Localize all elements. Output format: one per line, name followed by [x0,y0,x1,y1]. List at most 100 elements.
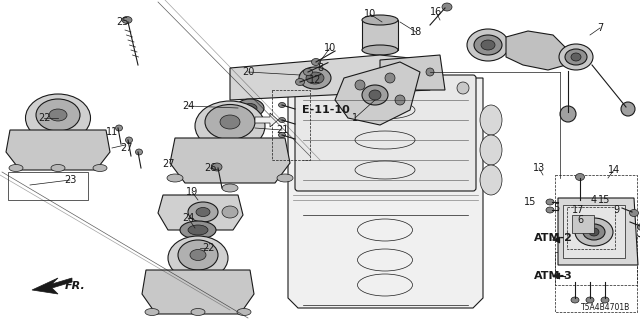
Ellipse shape [188,202,218,222]
Circle shape [302,82,314,94]
Ellipse shape [190,250,206,260]
Polygon shape [558,198,638,265]
Ellipse shape [36,99,80,131]
Circle shape [426,68,434,76]
Text: 10: 10 [324,43,336,53]
Bar [555,175,637,285]
Ellipse shape [575,173,584,180]
Text: 20: 20 [242,67,254,77]
Text: 24: 24 [182,213,194,223]
Text: 6: 6 [577,215,583,225]
Polygon shape [335,62,420,125]
Ellipse shape [278,102,285,108]
Bar [567,207,615,249]
Polygon shape [506,31,568,70]
Circle shape [395,95,405,105]
Ellipse shape [243,103,257,113]
Ellipse shape [237,308,251,316]
Ellipse shape [115,125,122,131]
Ellipse shape [601,297,609,303]
Polygon shape [255,113,278,127]
Ellipse shape [212,163,222,171]
Polygon shape [170,138,290,183]
Circle shape [457,82,469,94]
Circle shape [560,106,576,122]
Text: 17: 17 [572,205,584,215]
Text: T5A4B4701B: T5A4B4701B [580,303,630,312]
Ellipse shape [167,174,183,182]
Text: 19: 19 [186,187,198,197]
Ellipse shape [480,135,502,165]
Ellipse shape [122,17,132,23]
Ellipse shape [559,44,593,70]
Text: 14: 14 [608,165,620,175]
Ellipse shape [278,132,285,138]
Text: 26: 26 [204,163,216,173]
Ellipse shape [546,199,554,205]
Text: 25: 25 [116,17,128,27]
Ellipse shape [589,228,599,236]
Text: 16: 16 [430,7,442,17]
Circle shape [386,68,394,76]
Ellipse shape [442,3,452,11]
Text: 18: 18 [410,27,422,37]
Ellipse shape [474,35,502,55]
FancyBboxPatch shape [295,75,476,191]
Text: 1: 1 [352,113,358,123]
Ellipse shape [306,72,324,84]
Text: 9: 9 [613,205,619,215]
Text: E-11-10: E-11-10 [302,105,349,115]
Ellipse shape [546,207,554,213]
Ellipse shape [9,164,23,172]
Ellipse shape [220,115,240,129]
Ellipse shape [191,308,205,316]
Text: 24: 24 [182,101,194,111]
Bar [362,20,398,50]
Ellipse shape [178,240,218,270]
Text: 15: 15 [598,195,610,205]
Ellipse shape [136,149,143,155]
Text: 8: 8 [317,63,323,73]
Ellipse shape [205,105,255,140]
Ellipse shape [630,210,639,217]
Ellipse shape [180,221,216,239]
Ellipse shape [565,49,587,65]
Polygon shape [142,270,254,314]
Text: 27: 27 [120,143,132,153]
Ellipse shape [362,45,398,55]
Ellipse shape [196,207,210,217]
Polygon shape [380,55,445,90]
Bar [572,215,594,233]
Ellipse shape [93,164,107,172]
Text: FR.: FR. [65,281,86,291]
Ellipse shape [303,68,312,76]
Ellipse shape [312,59,321,66]
Circle shape [385,73,395,83]
Text: 23: 23 [64,175,76,185]
Ellipse shape [49,109,67,121]
Ellipse shape [362,15,398,25]
Ellipse shape [51,164,65,172]
Ellipse shape [362,85,388,105]
Circle shape [621,102,635,116]
Text: 4: 4 [591,195,597,205]
Ellipse shape [369,90,381,100]
Ellipse shape [586,297,594,303]
Text: 11: 11 [106,127,118,137]
Polygon shape [563,205,625,258]
Polygon shape [288,78,483,308]
Ellipse shape [480,165,502,195]
Text: 7: 7 [597,23,603,33]
Ellipse shape [125,137,132,143]
Ellipse shape [575,218,613,246]
Ellipse shape [637,223,640,230]
Ellipse shape [278,117,285,123]
Text: 15: 15 [524,197,536,207]
Ellipse shape [236,99,264,117]
Bar [8,172,88,200]
Polygon shape [158,195,243,230]
Circle shape [406,68,414,76]
Ellipse shape [188,225,208,235]
Polygon shape [32,278,72,294]
Text: 21: 21 [276,125,288,135]
